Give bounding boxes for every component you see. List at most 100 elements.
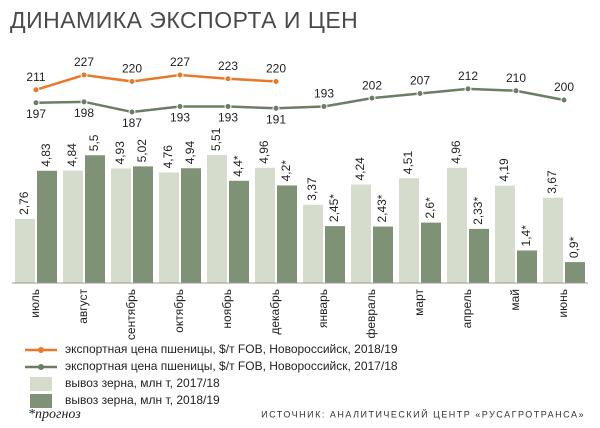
x-tick-label: февраль (364, 289, 378, 339)
legend-label: экспортная цена пшеницы, $/т FOB, Новоро… (65, 359, 398, 373)
value-label: 4,94 (183, 141, 197, 165)
value-label: 4,24 (353, 157, 367, 181)
bar (37, 170, 57, 283)
price-point (176, 71, 184, 79)
value-label: 4,96 (257, 140, 271, 164)
bar (133, 166, 153, 283)
price-point (272, 104, 280, 112)
price-label: 227 (170, 55, 190, 69)
legend-label: вывоз зерна, млн т, 2017/18 (65, 376, 220, 390)
price-point (224, 102, 232, 110)
value-label: 4,4* (231, 155, 245, 177)
bar (85, 155, 105, 283)
bar (565, 262, 585, 283)
value-label: 2,45* (327, 194, 341, 222)
value-label: 0,9* (567, 236, 581, 258)
value-label: 4,83 (39, 143, 53, 167)
source: ИСТОЧНИК: АНАЛИТИЧЕСКИЙ ЦЕНТР «РУСАГРОТР… (261, 408, 585, 419)
x-tick-label: июль (28, 289, 42, 318)
value-label: 5,02 (135, 139, 149, 163)
value-label: 4,2* (279, 160, 293, 182)
price-point (320, 102, 328, 110)
value-label: 5,51 (209, 127, 223, 151)
price-label: 198 (74, 106, 94, 120)
price-label: 197 (26, 107, 46, 121)
price-point (176, 102, 184, 110)
price-point (224, 75, 232, 83)
value-label: 2,43* (375, 194, 389, 222)
price-point (512, 87, 520, 95)
value-label: 4,93 (113, 141, 127, 165)
price-label: 202 (362, 78, 382, 92)
value-label: 2,33* (471, 197, 485, 225)
price-label: 211 (26, 70, 45, 84)
bar (229, 180, 249, 283)
value-label: 2,76 (17, 191, 31, 215)
legend-label: экспортная цена пшеницы, $/т FOB, Новоро… (65, 342, 398, 356)
legend-swatch (30, 377, 52, 391)
chart-title: ДИНАМИКА ЭКСПОРТА И ЦЕН (10, 7, 358, 33)
value-label: 4,76 (161, 145, 175, 169)
value-label: 3,37 (305, 177, 319, 201)
price-point (464, 85, 472, 93)
price-point (32, 99, 40, 107)
price-label: 200 (554, 80, 574, 94)
x-tick-label: май (508, 289, 522, 311)
price-point (80, 71, 88, 79)
price-point (272, 77, 280, 85)
x-tick-label: июнь (556, 289, 570, 318)
bar (421, 222, 441, 283)
price-point (128, 108, 136, 116)
x-tick-label: сентябрь (124, 289, 138, 340)
x-tick-label: октябрь (172, 289, 186, 333)
price-label: 227 (74, 55, 94, 69)
footnote: *прогноз (28, 407, 81, 422)
price-label: 193 (170, 111, 190, 125)
price-label: 220 (266, 62, 286, 76)
value-label: 1,4* (519, 225, 533, 247)
bar (469, 228, 489, 283)
value-label: 5,5 (87, 134, 101, 151)
value-label: 2,6* (423, 197, 437, 219)
bar (373, 226, 393, 283)
bar (495, 185, 515, 283)
x-tick-label: август (76, 289, 90, 324)
x-tick-label: декабрь (268, 289, 282, 335)
bar (63, 170, 83, 283)
value-label: 4,84 (65, 143, 79, 167)
bar (15, 218, 35, 283)
price-point (80, 98, 88, 106)
price-label: 191 (266, 112, 286, 126)
price-line (35, 87, 565, 114)
x-tick-label: январь (316, 289, 330, 328)
legend-point (38, 364, 44, 370)
price-point (416, 90, 424, 97)
value-label: 3,67 (545, 170, 559, 194)
bar (351, 184, 371, 283)
price-point (128, 77, 136, 85)
price-label: 212 (458, 69, 478, 83)
bar (447, 167, 467, 283)
price-point (32, 86, 40, 94)
price-line (35, 73, 277, 91)
x-tick-label: ноябрь (220, 289, 234, 329)
price-label: 187 (122, 116, 142, 130)
bar (277, 185, 297, 283)
price-point (560, 96, 568, 104)
price-label: 210 (506, 71, 526, 85)
value-label: 4,51 (401, 151, 415, 175)
price-label: 193 (218, 111, 238, 125)
x-tick-label: апрель (460, 289, 474, 328)
bar (543, 197, 563, 283)
price-label: 193 (314, 87, 334, 101)
bar (207, 155, 227, 283)
bar (181, 168, 201, 283)
legend-swatch (30, 394, 52, 408)
bar (159, 172, 179, 283)
bar (517, 250, 537, 283)
price-label: 220 (122, 62, 142, 76)
bar (111, 168, 131, 283)
value-label: 4,19 (497, 158, 511, 182)
bar (303, 204, 323, 283)
